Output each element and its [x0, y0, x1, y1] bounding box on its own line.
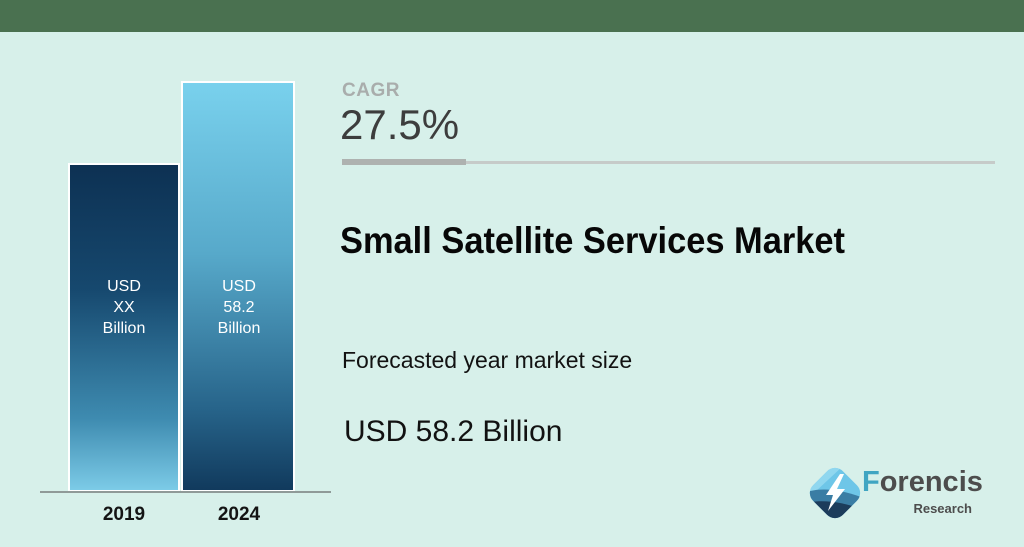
brand-subtitle: Research — [913, 501, 972, 516]
top-accent-bar — [0, 0, 1024, 32]
x-tick-2019: 2019 — [102, 504, 146, 525]
page-title: Small Satellite Services Market — [340, 220, 845, 261]
forecast-value: USD 58.2 Billion — [344, 415, 563, 448]
bar-2024-line-2: 58.2 — [223, 299, 255, 316]
divider-rule-dark — [342, 159, 466, 165]
bar-2019-line-2: XX — [113, 299, 135, 316]
bar-2019 — [68, 163, 180, 492]
brand-name: Forencis — [862, 466, 983, 499]
brand-first-letter: F — [862, 466, 880, 498]
cagr-label: CAGR — [342, 80, 400, 101]
divider-rule-light — [342, 161, 995, 164]
forencis-logo-icon — [805, 463, 865, 523]
forecast-subtitle: Forecasted year market size — [342, 347, 633, 373]
bar-2019-line-3: Billion — [102, 320, 146, 337]
bar-2019-value-label: USD XX Billion — [68, 276, 180, 339]
bar-2024-line-1: USD — [222, 278, 256, 295]
bar-2024 — [181, 81, 295, 492]
cagr-value: 27.5% — [340, 101, 460, 148]
bar-2024-line-3: Billion — [217, 320, 261, 337]
bar-2019-line-1: USD — [107, 278, 141, 295]
bar-2024-value-label: USD 58.2 Billion — [183, 276, 295, 339]
x-tick-2024: 2024 — [217, 504, 261, 525]
x-axis-line — [40, 491, 331, 493]
brand-rest: orencis — [879, 466, 983, 498]
